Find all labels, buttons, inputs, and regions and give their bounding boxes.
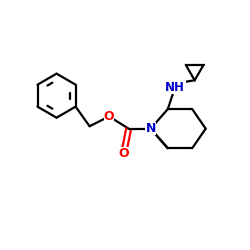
Text: NH: NH bbox=[165, 80, 185, 94]
Text: N: N bbox=[146, 122, 156, 135]
Text: O: O bbox=[104, 110, 115, 123]
Text: O: O bbox=[118, 146, 129, 160]
